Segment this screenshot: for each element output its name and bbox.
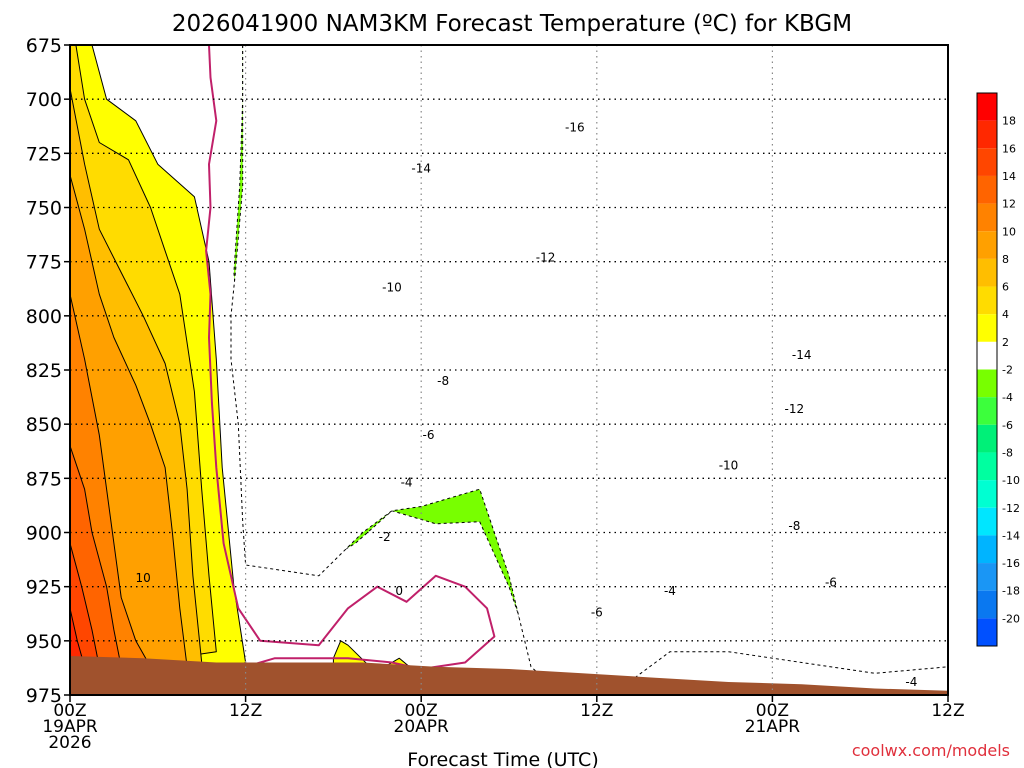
colorbar-swatch <box>977 535 997 564</box>
gridlines <box>70 45 948 695</box>
colorbar-label: -10 <box>1002 474 1020 487</box>
y-tick-label: 850 <box>26 414 62 436</box>
contour-label: 0 <box>395 584 403 598</box>
contour-label: -6 <box>825 575 837 589</box>
colorbar-label: -4 <box>1002 391 1013 404</box>
colorbar-label: -2 <box>1002 364 1013 377</box>
contour-label: -10 <box>382 281 402 295</box>
colorbar-swatch <box>977 286 997 315</box>
colorbar-swatch <box>977 258 997 287</box>
contour-labels: -16 -14 -12 -10 -8 -6 -4 -2 0 10 -14 -12 -10 -8 -6 -4 -6… <box>136 120 918 689</box>
colorbar-label: -20 <box>1002 612 1020 625</box>
contour-label: -8 <box>788 519 800 533</box>
y-tick-label: 750 <box>26 198 62 220</box>
contour-label: -2 <box>379 530 391 544</box>
contour-label: -4 <box>905 675 917 689</box>
colorbar-swatch <box>977 590 997 619</box>
plot-area <box>70 45 948 695</box>
contour-label: 10 <box>136 571 151 585</box>
y-tick-label: 900 <box>26 523 62 545</box>
x-tick-label: 00Z <box>405 701 438 721</box>
x-tick-label: 21APR <box>745 717 801 737</box>
x-tick-label: 12Z <box>931 701 964 721</box>
chart-title: 2026041900 NAM3KM Forecast Temperature (… <box>172 11 852 37</box>
y-tick-label: 950 <box>26 631 62 653</box>
x-tick-label: 12Z <box>580 701 613 721</box>
colorbar-label: -6 <box>1002 419 1013 432</box>
colorbar-label: 6 <box>1002 281 1009 294</box>
colorbar-label: 8 <box>1002 253 1009 266</box>
y-tick-label: 775 <box>26 252 62 274</box>
contour-label: -4 <box>401 476 413 490</box>
colorbar-label: -12 <box>1002 502 1020 515</box>
colorbar-swatch <box>977 480 997 508</box>
colorbar: 18 16 14 12 10 8 6 4 2 -2 -4 -6 -8 -10 -12 -14 -16 -18 -20 <box>976 92 1020 647</box>
colorbar-swatch <box>977 148 997 176</box>
contour-label: -14 <box>792 348 812 362</box>
colorbar-label: 14 <box>1002 170 1016 183</box>
x-tick-label: 00Z <box>53 701 86 721</box>
contour-label: -12 <box>536 250 556 264</box>
contour-label: -6 <box>591 606 603 620</box>
contour-label: -10 <box>719 458 739 472</box>
credit-text: coolwx.com/models <box>852 741 1010 760</box>
y-tick-label: 975 <box>26 685 62 707</box>
colorbar-label: 2 <box>1002 336 1009 349</box>
contour-label: -16 <box>565 120 585 134</box>
y-tick-label: 925 <box>26 577 62 599</box>
y-tick-label: 875 <box>26 468 62 490</box>
colorbar-swatch <box>977 175 997 204</box>
x-axis-label: Forecast Time (UTC) <box>407 749 598 768</box>
colorbar-label: -14 <box>1002 529 1020 542</box>
colorbar-frame <box>976 92 998 647</box>
colorbar-swatch <box>977 397 997 425</box>
colorbar-swatch <box>977 369 997 398</box>
contour-label: -4 <box>664 584 676 598</box>
terrain <box>70 656 948 695</box>
contour-label: -8 <box>437 374 449 388</box>
colorbar-label: 10 <box>1002 225 1016 238</box>
x-tick-label: 20APR <box>394 717 450 737</box>
y-tick-label: 675 <box>26 35 62 57</box>
x-tick-label: 2026 <box>48 733 91 753</box>
colorbar-swatch <box>977 341 997 370</box>
colorbar-swatch <box>977 314 997 342</box>
colorbar-swatch <box>977 452 997 481</box>
colorbar-swatch <box>977 507 997 536</box>
colorbar-swatch <box>977 618 997 646</box>
contour-label: -14 <box>411 162 431 176</box>
contour-label: -12 <box>785 402 805 416</box>
colorbar-label: 4 <box>1002 308 1009 321</box>
colorbar-label: 16 <box>1002 142 1016 155</box>
colorbar-label: -18 <box>1002 585 1020 598</box>
colorbar-swatch <box>977 93 997 121</box>
colorbar-swatch <box>977 203 997 232</box>
colorbar-swatch <box>977 424 997 453</box>
colorbar-swatch <box>977 563 997 591</box>
contour-label: -6 <box>423 428 435 442</box>
x-tick-label: 12Z <box>229 701 262 721</box>
colorbar-label: 12 <box>1002 198 1016 211</box>
colorbar-swatch <box>977 120 997 149</box>
y-tick-label: 700 <box>26 89 62 111</box>
colorbar-label: 18 <box>1002 115 1016 128</box>
colorbar-swatch <box>977 231 997 259</box>
x-tick-label: 19APR <box>42 717 98 737</box>
temperature-region-10 <box>230 45 948 685</box>
y-tick-label: 825 <box>26 360 62 382</box>
colorbar-label: -8 <box>1002 446 1013 459</box>
y-axis: 675 700 725 750 775 800 825 850 875 900 925 950 975 <box>26 35 70 707</box>
x-tick-label: 00Z <box>756 701 789 721</box>
y-tick-label: 800 <box>26 306 62 328</box>
colorbar-label: -16 <box>1002 557 1020 570</box>
y-tick-label: 725 <box>26 143 62 165</box>
